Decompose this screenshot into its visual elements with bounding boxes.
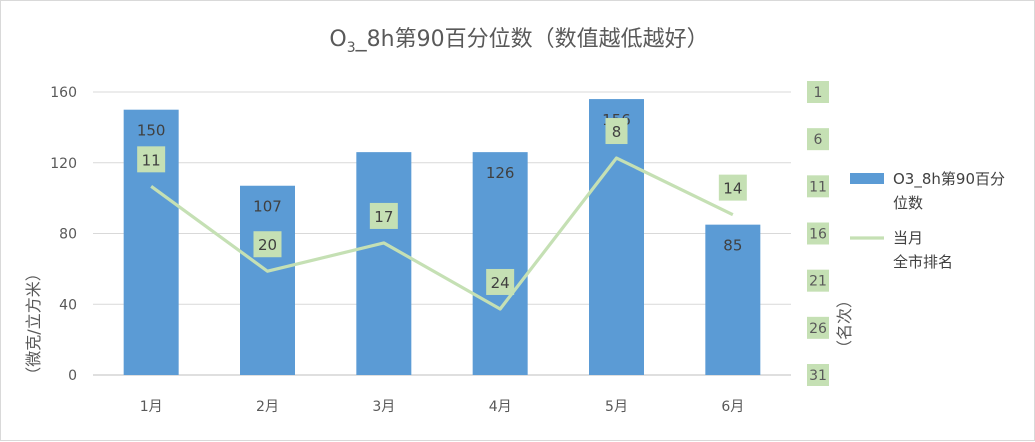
rank-value-label: 20 [258,236,277,254]
y2-tick-label: 11 [809,179,827,195]
bar [472,152,528,375]
bar-value-label: 150 [137,122,166,140]
y2-tick-label: 1 [814,85,823,101]
chart-title-rest: _8h第90百分位数（数值越低越好） [355,27,709,52]
x-tick-label: 3月 [372,399,395,415]
x-tick-label: 4月 [489,399,512,415]
y2-tick-label: 31 [809,368,827,384]
legend-bar-label: 位数 [893,194,923,212]
y2-tick-label: 6 [814,132,823,148]
y2-tick-box [807,364,829,386]
rank-label-box [718,174,747,201]
y2-tick-box [807,316,829,339]
y-tick-label: 80 [59,227,77,243]
rank-label-box [253,231,282,258]
chart-title: O3_8h第90百分位数（数值越低越好） [329,27,708,56]
bar-value-label: 107 [253,198,282,216]
chart-title-main: O [329,27,346,52]
y-tick-label: 120 [50,156,77,172]
y-tick-label: 0 [68,368,77,384]
legend-bar-swatch [850,173,884,184]
y-tick-label: 40 [59,297,77,313]
rank-value-label: 17 [374,208,393,226]
rank-value-label: 14 [723,180,742,198]
y2-tick-box [807,175,829,198]
chart-title-subscript: 3 [347,40,356,56]
bar [705,224,761,375]
rank-label-box [369,202,398,229]
y-axis-title: （微克/立方米） [24,265,43,382]
y2-tick-label: 26 [809,321,827,337]
rank-value-label: 11 [142,151,161,169]
legend-bar-label: O3_8h第90百分 [893,170,1005,189]
y2-tick-label: 21 [809,274,827,290]
y2-tick-box [807,128,829,151]
bar-value-label: 85 [723,237,742,255]
bar [589,99,644,375]
bar [356,152,412,375]
bar-value-label: 126 [486,164,515,182]
x-tick-label: 2月 [256,399,279,415]
y-tick-label: 160 [50,85,77,101]
y2-axis-title: （名次） [835,292,854,356]
y2-tick-box [807,81,829,103]
legend-line-label: 当月 [893,229,923,247]
x-tick-label: 5月 [605,399,628,415]
rank-label-box [486,268,515,295]
data-labels: 1501071261568511201724814 [137,111,747,295]
gridlines [93,91,791,376]
x-tick-label: 1月 [140,399,163,415]
line-series [150,156,734,311]
rank-label-box [137,146,166,173]
rank-value-label: 8 [612,123,622,141]
rank-line [150,156,734,311]
rank-value-label: 24 [491,274,510,292]
legend-line-label: 全市排名 [893,253,953,271]
y2-tick-box [807,222,829,245]
rank-label-box [605,118,628,145]
bar [240,185,295,375]
x-tick-label: 6月 [721,399,744,415]
bar-series [123,99,761,375]
y2-tick-label: 16 [809,227,827,243]
y2-tick-box [807,269,829,292]
